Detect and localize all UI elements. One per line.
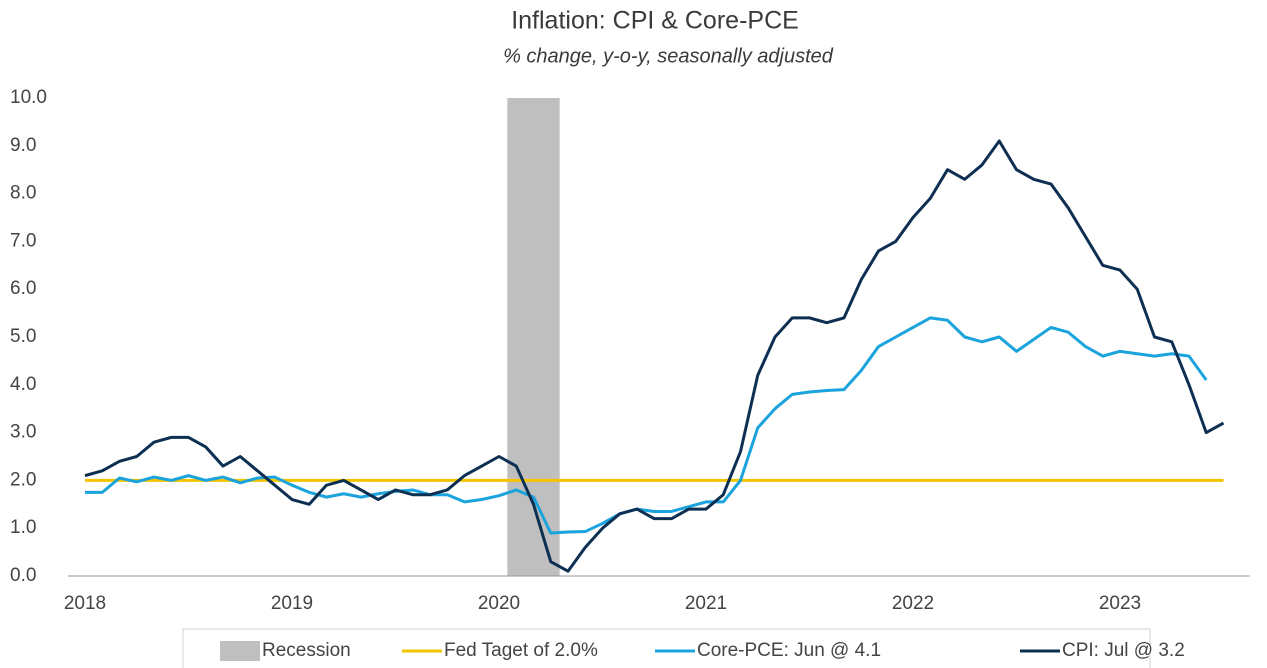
series-line [85,316,1208,535]
chart-title: Inflation: CPI & Core-PCE [511,7,799,35]
x-tick-label: 2023 [1099,593,1141,614]
y-tick-label: 10.0 [10,87,47,108]
legend-label: CPI: Jul @ 3.2 [1062,640,1185,661]
legend-label: Core-PCE: Jun @ 4.1 [697,640,881,661]
recession-bar [524,98,543,576]
y-tick-label: 6.0 [10,278,36,299]
chart-subtitle: % change, y-o-y, seasonally adjusted [503,45,834,67]
y-tick-label: 8.0 [10,183,36,204]
x-tick-label: 2018 [64,593,106,614]
series-line [84,139,1225,573]
x-tick-label: 2022 [892,593,934,614]
x-tick-label: 2020 [478,593,520,614]
y-tick-label: 1.0 [10,517,36,538]
legend-swatch [220,641,260,661]
recession-bar [507,98,526,576]
x-tick-label: 2021 [685,593,727,614]
y-tick-label: 9.0 [10,135,36,156]
y-tick-label: 0.0 [10,565,36,586]
y-tick-label: 7.0 [10,230,36,251]
legend-label: Fed Taget of 2.0% [444,640,598,661]
y-tick-label: 5.0 [10,326,36,347]
legend-box [182,628,1151,668]
y-tick-label: 2.0 [10,469,36,490]
y-tick-label: 3.0 [10,422,36,443]
y-tick-label: 4.0 [10,374,36,395]
recession-bar [541,98,560,576]
x-tick-label: 2019 [271,593,313,614]
legend-label: Recession [262,640,351,661]
